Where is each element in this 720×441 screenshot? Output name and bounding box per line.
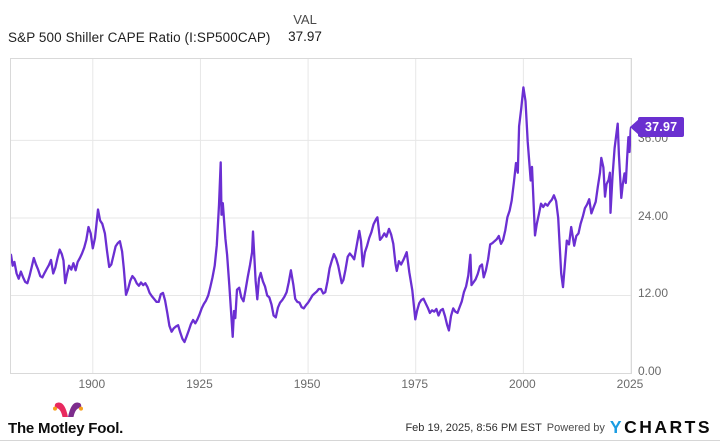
powered-by-label: Powered by [546, 421, 605, 434]
value-column: VAL 37.97 [272, 12, 338, 46]
ycharts-logo[interactable]: YCHARTS [610, 417, 712, 438]
y-axis-label: 0.00 [638, 364, 662, 378]
x-axis-label: 1900 [78, 377, 106, 391]
jester-hat-icon [53, 402, 83, 417]
motley-fool-logo[interactable]: The Motley Fool. [8, 402, 124, 438]
y-axis-label: 24.00 [638, 208, 669, 223]
y-axis-label: 12.00 [638, 286, 669, 301]
chart-title: S&P 500 Shiller CAPE Ratio (I:SP500CAP) [8, 30, 271, 45]
last-value-badge: 37.97 [629, 116, 685, 137]
x-axis-label: 2000 [509, 377, 536, 391]
footer-attribution: Feb 19, 2025, 8:56 PM EST Powered by YCH… [405, 417, 712, 438]
x-axis-label: 1950 [293, 377, 321, 391]
val-column-header: VAL [293, 12, 317, 27]
ycharts-wordmark: CHARTS [624, 417, 712, 437]
motley-fool-wordmark: The Motley Fool. [8, 420, 124, 437]
ycharts-y-glyph: Y [609, 417, 625, 437]
x-axis-label: 1925 [186, 377, 213, 391]
x-axis-label: 1975 [401, 377, 429, 391]
cape-ratio-line-chart [11, 59, 631, 373]
timestamp: Feb 19, 2025, 8:56 PM EST [405, 421, 542, 434]
x-axis-label: 2025 [616, 377, 644, 391]
cape-ratio-series-line [11, 86, 631, 344]
current-value: 37.97 [288, 29, 322, 44]
chart-plot-area[interactable] [10, 58, 632, 374]
